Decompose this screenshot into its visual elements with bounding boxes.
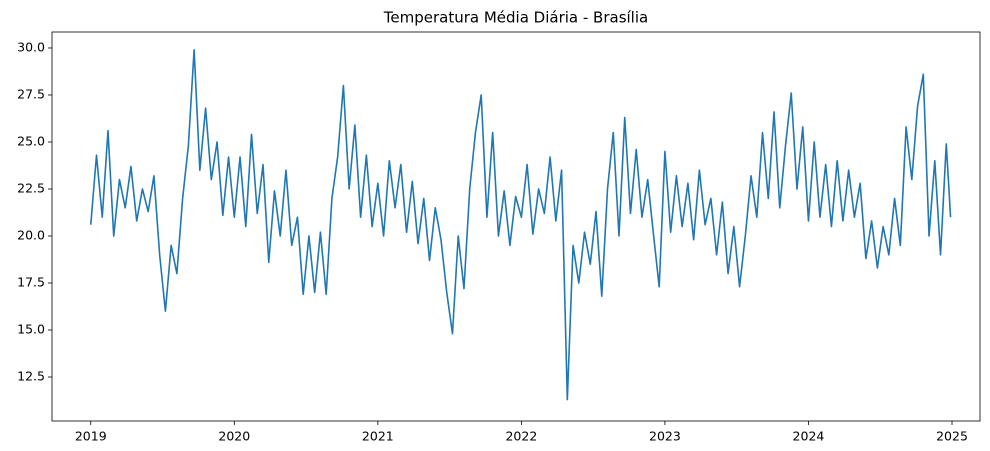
x-tick-label: 2025 (936, 429, 968, 444)
x-tick-label: 2022 (505, 429, 537, 444)
y-tick-label: 27.5 (17, 86, 45, 101)
x-tick-label: 2021 (362, 429, 394, 444)
chart-title: Temperatura Média Diária - Brasília (383, 9, 648, 27)
y-tick-label: 17.5 (17, 274, 45, 289)
plot-frame (51, 31, 981, 422)
line-series (89, 49, 952, 401)
y-tick-label: 12.5 (17, 369, 45, 384)
x-tick-label: 2024 (793, 429, 825, 444)
x-tick-label: 2023 (649, 429, 681, 444)
y-tick-label: 20.0 (17, 227, 45, 242)
y-tick-label: 30.0 (17, 39, 45, 54)
y-tick-label: 22.5 (17, 180, 45, 195)
x-tick-label: 2020 (218, 429, 250, 444)
y-tick-label: 25.0 (17, 133, 45, 148)
y-tick-label: 15.0 (17, 322, 45, 337)
x-tick-label: 2019 (75, 429, 107, 444)
